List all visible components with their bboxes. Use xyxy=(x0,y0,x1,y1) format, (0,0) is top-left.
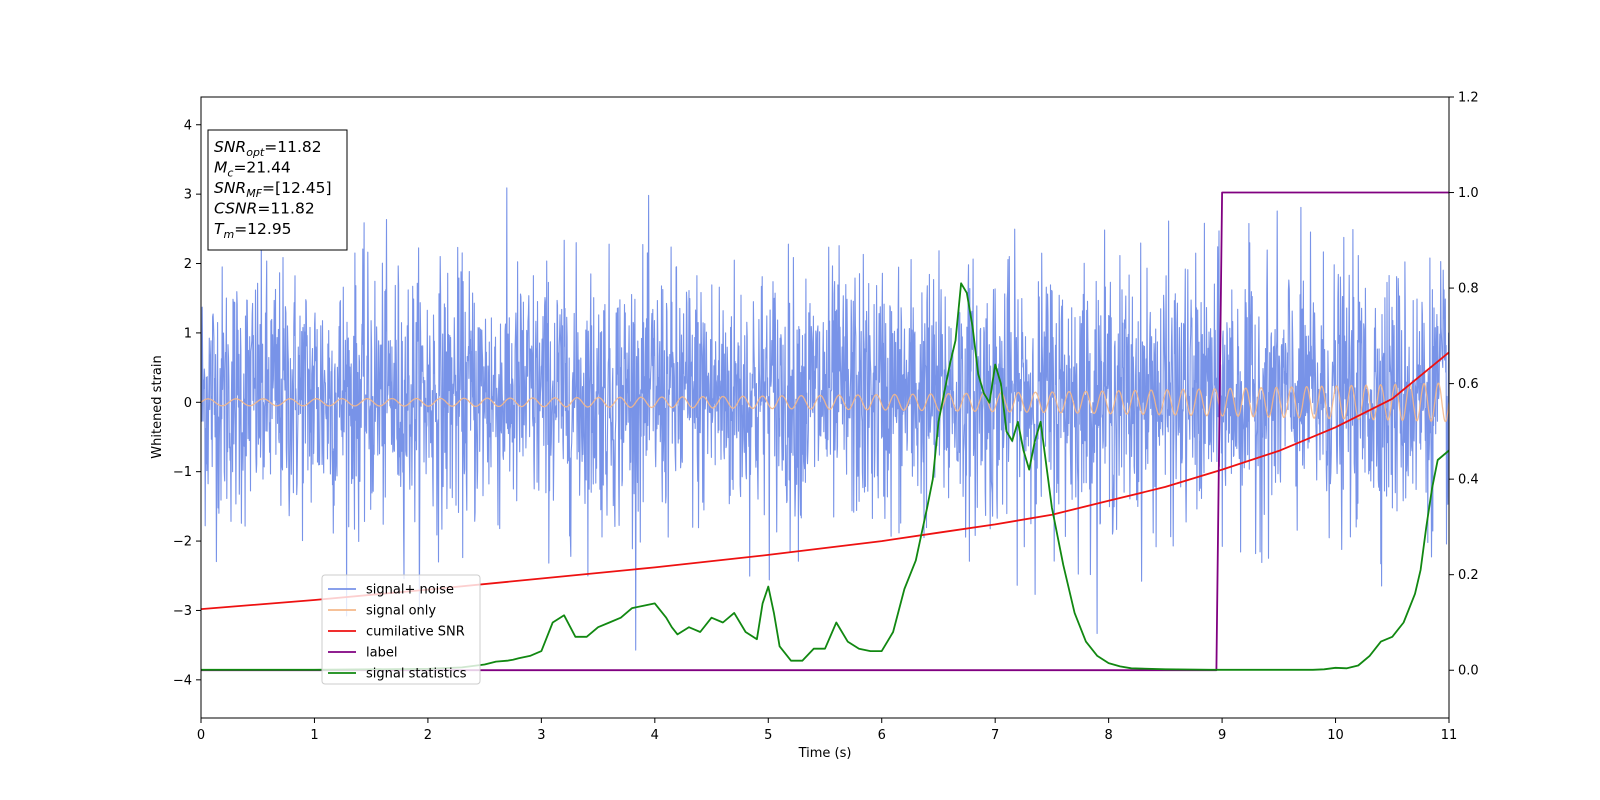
plot-frame xyxy=(200,96,1450,719)
x-tick-label: 0 xyxy=(197,728,205,743)
y-left-tick-label: −4 xyxy=(173,673,192,688)
info-line: Tm=12.95 xyxy=(214,220,292,241)
y-left-tick-label: −1 xyxy=(173,465,192,480)
x-tick-label: 7 xyxy=(991,728,999,743)
info-line: SNRMF=[12.45] xyxy=(214,179,332,200)
info-line: SNRopt=11.82 xyxy=(214,138,322,159)
y-right-tick-label: 0.0 xyxy=(1458,664,1479,679)
x-tick-label: 4 xyxy=(651,728,659,743)
legend-label: signal statistics xyxy=(366,667,467,682)
series-line-signal-only xyxy=(201,382,1449,423)
x-axis: 0 1 2 3 4 5 6 7 8 9 10 11 xyxy=(197,718,1457,743)
legend-label: signal only xyxy=(366,604,436,619)
x-tick-label: 8 xyxy=(1104,728,1112,743)
y-left-tick-label: 4 xyxy=(184,118,192,133)
x-tick-label: 1 xyxy=(310,728,318,743)
y-left-tick-label: 1 xyxy=(184,326,192,341)
y-left-tick-label: 0 xyxy=(184,396,192,411)
info-box: SNRopt=11.82Mc=21.44SNRMF=[12.45]CSNR=11… xyxy=(207,129,348,251)
y-right-tick-label: 1.2 xyxy=(1458,91,1479,106)
y-right-tick-label: 0.6 xyxy=(1458,377,1479,392)
x-tick-label: 5 xyxy=(764,728,772,743)
info-line: Mc=21.44 xyxy=(214,159,291,180)
series-line-cumilative-snr xyxy=(201,351,1449,610)
legend-label: cumilative SNR xyxy=(366,625,465,640)
legend-label: label xyxy=(366,646,397,661)
y-right-tick-label: 0.2 xyxy=(1458,568,1479,583)
y-left-tick-label: 3 xyxy=(184,188,192,203)
y-right-tick-label: 0.4 xyxy=(1458,473,1479,488)
y-left-tick-label: −2 xyxy=(173,535,192,550)
x-tick-label: 6 xyxy=(878,728,886,743)
info-box-frame xyxy=(207,129,348,251)
x-tick-label: 2 xyxy=(424,728,432,743)
y-left-tick-label: −3 xyxy=(173,604,192,619)
x-tick-label: 3 xyxy=(537,728,545,743)
info-line: CSNR=11.82 xyxy=(214,200,315,218)
y-right-tick-label: 1.0 xyxy=(1458,186,1479,201)
x-tick-label: 9 xyxy=(1218,728,1226,743)
y-axis-right: 0.0 0.2 0.4 0.6 0.8 1.0 1.2 xyxy=(1449,91,1479,679)
x-tick-label: 10 xyxy=(1327,728,1344,743)
x-tick-label: 11 xyxy=(1441,728,1458,743)
y-left-tick-label: 2 xyxy=(184,257,192,272)
y-axis-left: −4 −3 −2 −1 0 1 2 3 4 xyxy=(173,118,201,688)
plot-series xyxy=(201,187,1449,672)
legend: signal+ noise signal only cumilative SNR la… xyxy=(321,574,481,685)
y-right-tick-label: 0.8 xyxy=(1458,282,1479,297)
series-line-signal-statistics xyxy=(201,282,1449,671)
series-line-label xyxy=(201,191,1449,672)
y-axis-label: Whitened strain xyxy=(150,355,165,458)
legend-label: signal+ noise xyxy=(366,583,454,598)
x-axis-label: Time (s) xyxy=(798,746,852,761)
legend-frame xyxy=(321,574,481,685)
